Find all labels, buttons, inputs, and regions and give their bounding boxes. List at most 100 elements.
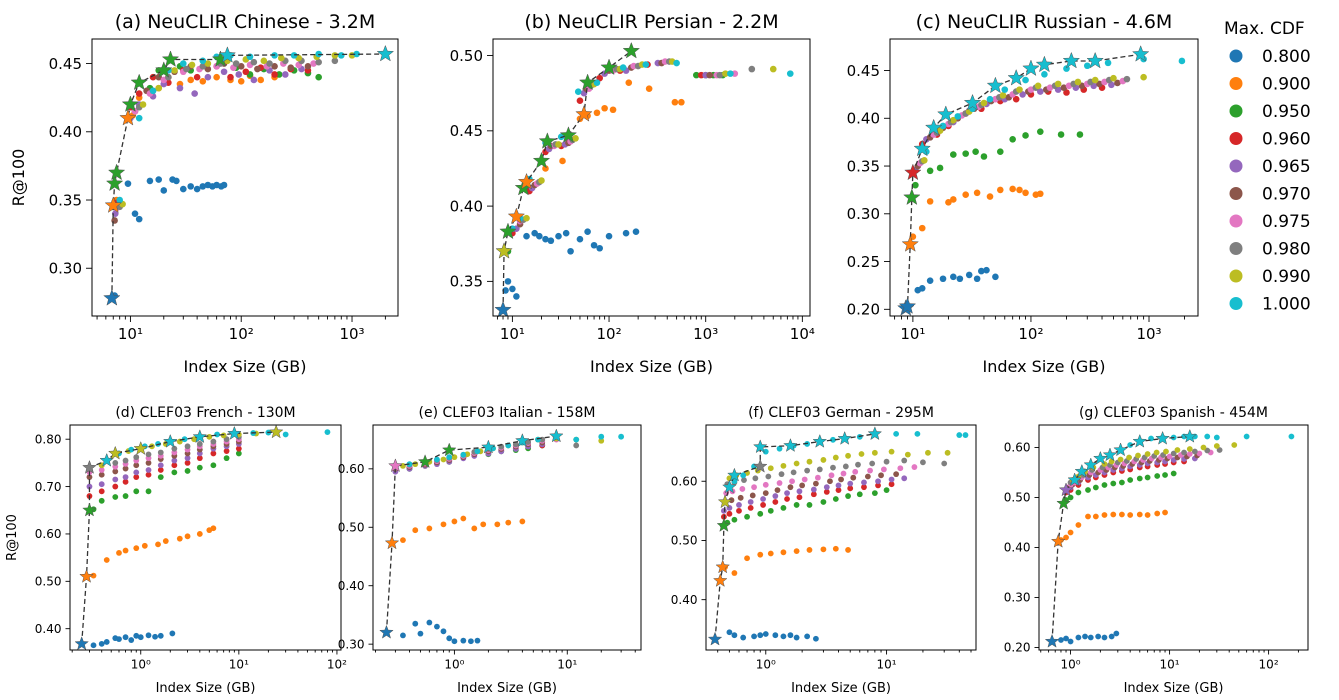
- data-point: [1144, 451, 1151, 457]
- data-point: [786, 70, 794, 77]
- data-point: [622, 229, 630, 237]
- data-point: [1041, 71, 1048, 78]
- x-tick-label: 10¹: [500, 325, 525, 343]
- data-point: [1200, 444, 1207, 451]
- data-point: [157, 474, 164, 481]
- frontier-star: [752, 439, 768, 454]
- frontier-star: [717, 494, 733, 509]
- y-tick-label: 0.30: [49, 259, 82, 277]
- frontier-star: [1062, 51, 1081, 69]
- data-point: [160, 187, 168, 194]
- x-tick-label: 10²: [596, 325, 621, 343]
- x-axis-label: Index Size (GB): [590, 357, 713, 376]
- data-point: [1075, 634, 1082, 641]
- data-point: [1022, 189, 1029, 197]
- data-point: [1022, 132, 1029, 139]
- data-point: [187, 76, 195, 84]
- data-point: [513, 293, 520, 300]
- frontier-star: [1182, 428, 1198, 443]
- data-point: [504, 278, 512, 285]
- frontier-star: [924, 118, 943, 136]
- data-point: [152, 633, 158, 640]
- x-tick-label: 10⁰: [444, 658, 464, 672]
- x-tick-label: 10¹: [557, 658, 577, 672]
- frontier-star: [903, 188, 921, 206]
- data-point: [925, 449, 931, 456]
- data-point: [141, 542, 148, 549]
- data-point: [232, 60, 240, 67]
- legend-title: Max. CDF: [1224, 19, 1305, 39]
- panel-title: (e) CLEF03 Italian - 158M: [419, 405, 596, 421]
- data-point: [861, 484, 867, 491]
- data-point: [112, 468, 119, 475]
- data-point: [598, 437, 605, 444]
- frontier-star: [913, 139, 931, 157]
- frontier-star: [716, 517, 732, 532]
- data-point: [235, 71, 243, 78]
- frontier-line: [385, 435, 557, 633]
- data-point: [956, 275, 964, 283]
- data-point: [128, 637, 135, 643]
- frontier-star: [1102, 447, 1118, 462]
- frontier-star: [1131, 45, 1150, 62]
- data-point: [131, 210, 139, 217]
- data-point: [751, 484, 757, 491]
- x-tick-label: 10¹: [877, 658, 897, 672]
- data-point: [169, 630, 176, 637]
- data-point: [460, 451, 467, 458]
- data-point: [181, 436, 188, 443]
- data-point: [992, 273, 999, 281]
- data-point: [98, 488, 105, 495]
- data-point: [762, 631, 769, 637]
- frontier-line: [905, 53, 1141, 309]
- data-point: [1060, 84, 1068, 92]
- data-point: [122, 634, 129, 641]
- data-point: [184, 468, 191, 474]
- data-point: [555, 232, 562, 240]
- data-point: [806, 458, 813, 465]
- data-point: [858, 451, 865, 457]
- data-point: [188, 61, 196, 69]
- data-point: [1119, 511, 1125, 518]
- frontier-star: [538, 132, 557, 149]
- data-point: [1087, 634, 1094, 641]
- data-point: [888, 481, 895, 488]
- data-point: [740, 634, 747, 641]
- data-point: [538, 177, 545, 184]
- data-point: [1046, 84, 1054, 92]
- frontier-star: [74, 636, 90, 651]
- data-point: [871, 490, 878, 496]
- data-point: [847, 485, 854, 492]
- data-point: [774, 487, 781, 494]
- panel-title: (b) NeuCLIR Persian - 2.2M: [524, 11, 778, 33]
- data-point: [531, 229, 538, 237]
- data-point: [856, 491, 863, 498]
- data-point: [1170, 450, 1177, 457]
- data-point: [939, 275, 947, 283]
- legend-swatch: [1229, 187, 1243, 200]
- data-point: [1181, 449, 1187, 456]
- data-point: [331, 57, 339, 65]
- frontier-star: [388, 458, 403, 473]
- data-point: [572, 135, 579, 142]
- frontier-star: [1113, 442, 1128, 457]
- data-point: [474, 448, 481, 455]
- y-tick-label: 0.40: [847, 110, 880, 128]
- data-point: [747, 504, 754, 511]
- data-point: [576, 97, 584, 105]
- y-tick-label: 0.40: [1004, 541, 1031, 555]
- data-point: [736, 502, 742, 508]
- frontier-star: [578, 73, 597, 91]
- data-point: [793, 460, 800, 467]
- legend-item: 0.800: [1229, 47, 1311, 67]
- frontier-star: [722, 479, 737, 494]
- frontier-star: [1086, 51, 1104, 69]
- data-point: [642, 61, 650, 68]
- data-point: [451, 518, 458, 525]
- y-tick-label: 0.40: [671, 593, 698, 607]
- data-point: [1085, 487, 1091, 493]
- data-point: [155, 176, 163, 183]
- data-point: [157, 462, 164, 469]
- frontier-star: [227, 425, 242, 440]
- data-point: [112, 476, 119, 483]
